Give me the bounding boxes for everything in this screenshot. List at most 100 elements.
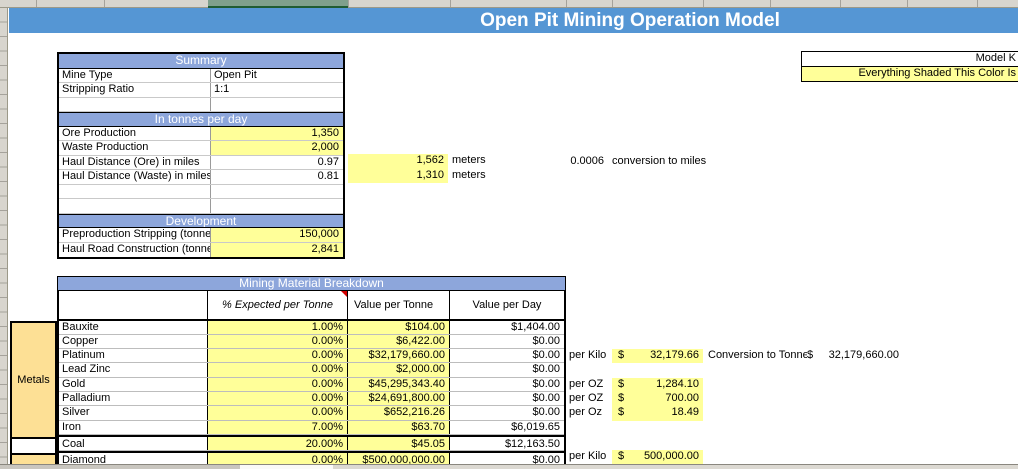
value-per-day-header[interactable]: Value per Day (472, 298, 542, 311)
expected-pct[interactable]: 0.00% (208, 363, 348, 377)
unit-label[interactable]: per Kilo (569, 349, 607, 362)
haul-distance-waste-value[interactable]: 0.81 (317, 170, 339, 182)
material-name[interactable]: Coal (59, 436, 208, 451)
meters-unit-label[interactable]: meters (452, 168, 486, 181)
development-section-header[interactable]: Development (59, 213, 343, 228)
conversion-label[interactable]: Conversion to Tonne (708, 349, 807, 362)
unit-label[interactable]: per Oz (569, 406, 603, 419)
miles-conversion-label[interactable]: conversion to miles (612, 155, 707, 167)
active-sheet-tab[interactable] (240, 464, 333, 469)
preproduction-stripping-value[interactable]: 150,000 (211, 228, 343, 242)
material-name[interactable]: Bauxite (59, 320, 208, 334)
value-per-day[interactable]: $0.00 (450, 334, 564, 349)
table-row: Waste Production 2,000 (59, 141, 343, 156)
column-header-strip[interactable] (0, 0, 1018, 8)
value-per-tonne[interactable]: $652,216.26 (348, 406, 450, 420)
conversion-value[interactable]: 32,179,660.00 (828, 349, 899, 362)
haul-distance-ore-label[interactable]: Haul Distance (Ore) in miles (59, 155, 211, 169)
empty-cell[interactable] (59, 97, 211, 111)
haul-distance-waste-label[interactable]: Haul Distance (Waste) in miles (59, 170, 211, 184)
haul-ore-meters-value[interactable]: 1,562 (348, 154, 448, 169)
unit-price-cell[interactable]: $ 1,284.10 (612, 377, 703, 392)
tonnes-section-header[interactable]: In tonnes per day (59, 112, 343, 127)
empty-cell[interactable] (59, 199, 211, 213)
material-name[interactable]: Silver (59, 406, 208, 420)
stripping-ratio-label[interactable]: Stripping Ratio (59, 83, 211, 97)
expected-pct[interactable]: 0.00% (208, 391, 348, 406)
summary-section-header[interactable]: Summary (59, 54, 343, 69)
value-per-tonne[interactable]: $2,000.00 (348, 363, 450, 377)
stripping-ratio-value[interactable]: 1:1 (214, 83, 230, 95)
expected-pct[interactable]: 1.00% (208, 320, 348, 334)
value-per-tonne[interactable]: $45.05 (348, 436, 450, 451)
value-per-tonne[interactable]: $32,179,660.00 (348, 349, 450, 363)
unit-price-cell[interactable]: $ 500,000.00 (612, 450, 703, 465)
value-per-day[interactable]: $0.00 (450, 406, 564, 420)
metals-group-label[interactable]: Metals (12, 322, 55, 437)
mine-type-label[interactable]: Mine Type (59, 68, 211, 82)
value-per-day[interactable]: $0.00 (450, 349, 564, 363)
expected-pct[interactable]: 0.00% (208, 406, 348, 420)
expected-pct[interactable]: 20.00% (208, 436, 348, 451)
mine-type-value[interactable]: Open Pit (214, 68, 257, 81)
value-per-tonne[interactable]: $104.00 (348, 320, 450, 334)
haul-road-construction-value[interactable]: 2,841 (211, 242, 343, 257)
empty-cell[interactable] (59, 184, 211, 198)
unit-price-cell[interactable]: $ 32,179.66 (612, 349, 703, 364)
material-name[interactable]: Iron (59, 420, 208, 434)
breakdown-section-header[interactable]: Mining Material Breakdown (57, 276, 566, 291)
value-per-tonne-header[interactable]: Value per Tonne (348, 290, 450, 319)
haul-road-construction-label[interactable]: Haul Road Construction (tonnes) (59, 242, 211, 257)
material-column-header[interactable] (59, 290, 208, 319)
preproduction-stripping-label[interactable]: Preproduction Stripping (tonnes) (59, 228, 211, 242)
empty-cell[interactable] (211, 185, 343, 199)
value-per-day[interactable]: $1,404.00 (450, 320, 564, 334)
haul-waste-meters-value[interactable]: 1,310 (348, 168, 448, 183)
coal-group-cell[interactable] (12, 436, 55, 454)
model-key-legend[interactable]: Everything Shaded This Color Is (802, 66, 1018, 81)
unit-price-cell[interactable]: $ 18.49 (612, 406, 703, 421)
expected-pct[interactable]: 0.00% (208, 334, 348, 349)
value-per-tonne[interactable]: $45,295,343.40 (348, 377, 450, 391)
value-per-tonne[interactable]: $24,691,800.00 (348, 391, 450, 406)
empty-cell[interactable] (211, 98, 343, 112)
currency-symbol[interactable]: $ (807, 349, 814, 362)
unit-price-cell[interactable]: $ 700.00 (612, 392, 703, 407)
empty-row (59, 184, 343, 199)
value-per-day[interactable]: $12,163.50 (450, 436, 564, 451)
value-per-day[interactable]: $0.00 (450, 377, 564, 391)
platinum-unit-row: per Kilo $ 32,179.66 Conversion to Tonne… (569, 349, 899, 364)
sheet-tab-strip[interactable] (0, 463, 1018, 469)
row-header-strip[interactable] (0, 8, 8, 464)
meters-unit-label[interactable]: meters (452, 154, 486, 166)
ore-production-value[interactable]: 1,350 (211, 126, 343, 140)
value-per-tonne[interactable]: $63.70 (348, 420, 450, 434)
waste-production-value[interactable]: 2,000 (211, 141, 343, 155)
value-per-day[interactable]: $0.00 (450, 363, 564, 377)
expected-per-tonne-header[interactable]: % Expected per Tonne (208, 290, 348, 319)
selected-column-header[interactable] (208, 0, 348, 8)
title-banner[interactable]: Open Pit Mining Operation Model (9, 8, 1018, 33)
expected-pct[interactable]: 0.00% (208, 349, 348, 363)
miles-conversion-value[interactable]: 0.0006 (570, 155, 604, 167)
haul-distance-ore-value[interactable]: 0.97 (317, 155, 339, 168)
unit-label[interactable]: per OZ (569, 377, 604, 390)
value-per-day[interactable]: $0.00 (450, 391, 564, 406)
material-name[interactable]: Lead Zinc (59, 363, 208, 377)
waste-production-label[interactable]: Waste Production (59, 141, 211, 155)
material-name[interactable]: Palladium (59, 391, 208, 406)
value-per-day[interactable]: $6,019.65 (450, 420, 564, 434)
value-per-tonne[interactable]: $6,422.00 (348, 334, 450, 349)
expected-pct[interactable]: 7.00% (208, 420, 348, 434)
material-name[interactable]: Platinum (59, 349, 208, 363)
currency-symbol: $ (618, 349, 625, 362)
model-key-title[interactable]: Model K (802, 52, 1018, 67)
unit-label[interactable]: per OZ (569, 392, 604, 404)
expected-pct[interactable]: 0.00% (208, 377, 348, 391)
empty-cell[interactable] (211, 199, 343, 213)
table-row-copper: Copper 0.00% $6,422.00 $0.00 (59, 334, 564, 350)
ore-production-label[interactable]: Ore Production (59, 126, 211, 140)
unit-label[interactable]: per Kilo (569, 450, 607, 463)
material-name[interactable]: Copper (59, 334, 208, 349)
material-name[interactable]: Gold (59, 377, 208, 391)
